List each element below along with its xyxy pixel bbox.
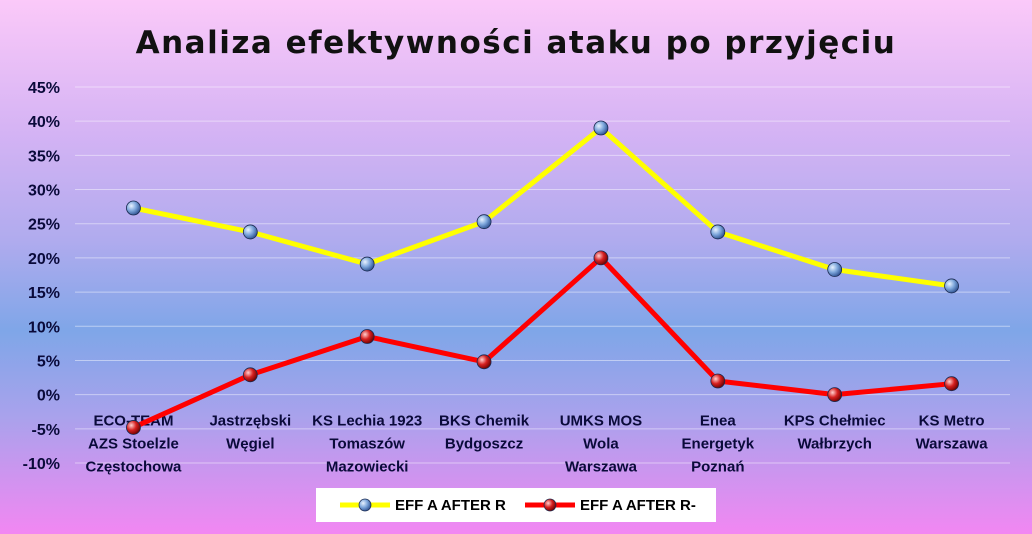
y-tick-label: 10% bbox=[28, 319, 60, 336]
x-tick-label: Jastrzębski Węgiel bbox=[209, 413, 291, 453]
y-tick-label: -5% bbox=[32, 422, 60, 439]
y-tick-label: 30% bbox=[28, 183, 60, 200]
y-tick-label: 45% bbox=[28, 80, 60, 97]
y-tick-label: 35% bbox=[28, 148, 60, 165]
series-line-1 bbox=[130, 125, 955, 289]
y-tick-label: 15% bbox=[28, 285, 60, 302]
legend-label: EFF A AFTER R bbox=[395, 497, 506, 514]
series-layer bbox=[126, 120, 959, 435]
data-point bbox=[126, 420, 141, 435]
series-line-2 bbox=[130, 255, 955, 430]
data-point bbox=[476, 214, 492, 230]
data-point bbox=[593, 120, 609, 136]
data-point bbox=[126, 200, 141, 216]
data-point bbox=[476, 354, 492, 370]
data-point bbox=[359, 256, 375, 272]
data-point bbox=[359, 329, 375, 344]
x-tick-label: UMKS MOS Wola Warszawa bbox=[560, 413, 643, 476]
data-point bbox=[827, 262, 843, 277]
y-tick-label: 20% bbox=[28, 251, 60, 268]
data-point bbox=[944, 278, 959, 294]
data-point bbox=[944, 376, 959, 392]
y-tick-label: 40% bbox=[28, 114, 60, 131]
x-axis-ticks: ECO-TEAMAZS StoelzleCzęstochowaJastrzębs… bbox=[86, 413, 989, 476]
x-tick-label: KS Metro Warszawa bbox=[916, 413, 989, 453]
data-point bbox=[827, 387, 843, 403]
legend-swatch-marker bbox=[358, 498, 372, 512]
legend-swatch-marker bbox=[543, 498, 557, 512]
x-tick-label: KS Lechia 1923 Tomaszów Mazowiecki bbox=[312, 413, 422, 476]
legend-label: EFF A AFTER R- bbox=[580, 497, 696, 514]
x-tick-label: BKS Chemik Bydgoszcz bbox=[439, 413, 530, 453]
y-axis-ticks: 45% 40% 35% 30% 25% 20% 15% 10% 5% 0% -5% -10% bbox=[23, 80, 60, 473]
y-tick-label: 5% bbox=[37, 353, 60, 370]
x-tick-label: Enea Energetyk Poznań bbox=[682, 413, 755, 476]
chart-title: Analiza efektywności ataku po przyjęciu bbox=[136, 25, 897, 61]
legend: EFF A AFTER R EFF A AFTER R- bbox=[316, 488, 716, 522]
y-tick-label: 0% bbox=[37, 388, 60, 405]
x-tick-label: KPS Chełmiec Wałbrzych bbox=[784, 413, 886, 453]
data-point bbox=[242, 224, 258, 240]
y-tick-label: 25% bbox=[28, 217, 60, 234]
data-point bbox=[593, 250, 609, 266]
data-point bbox=[242, 367, 258, 383]
y-tick-label: -10% bbox=[23, 456, 60, 473]
data-point bbox=[710, 224, 726, 240]
data-point bbox=[710, 373, 726, 389]
